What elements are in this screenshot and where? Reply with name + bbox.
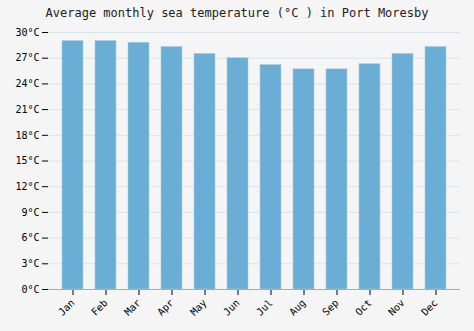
svg-text:15°C: 15°C — [15, 155, 39, 166]
svg-text:24°C: 24°C — [15, 78, 39, 89]
html-text:Average monthly sea temperatur: Average monthly sea temperature (°C ) in… — [45, 6, 429, 20]
svg-text:3°C: 3°C — [21, 258, 39, 269]
svg-text:21°C: 21°C — [15, 104, 39, 115]
svg-text:30°C: 30°C — [15, 27, 39, 38]
svg-text:Feb: Feb — [89, 297, 110, 318]
svg-text:Jun: Jun — [221, 297, 242, 318]
svg-text:12°C: 12°C — [15, 181, 39, 192]
svg-text:27°C: 27°C — [15, 52, 39, 63]
svg-text:May: May — [188, 297, 209, 318]
svg-text:Sep: Sep — [320, 297, 341, 318]
svg-text:18°C: 18°C — [15, 130, 39, 141]
svg-text:Jul: Jul — [254, 297, 275, 318]
svg-text:9°C: 9°C — [21, 207, 39, 218]
svg-text:Nov: Nov — [386, 297, 407, 318]
svg-text:Dec: Dec — [419, 297, 440, 318]
svg-text:Apr: Apr — [155, 297, 176, 318]
svg-text:Jan: Jan — [56, 297, 77, 318]
svg-text:Aug: Aug — [287, 297, 308, 318]
svg-text:6°C: 6°C — [21, 232, 39, 243]
svg-text:Oct: Oct — [353, 297, 374, 318]
svg-text:0°C: 0°C — [21, 284, 39, 295]
svg-text:Mar: Mar — [122, 297, 143, 318]
